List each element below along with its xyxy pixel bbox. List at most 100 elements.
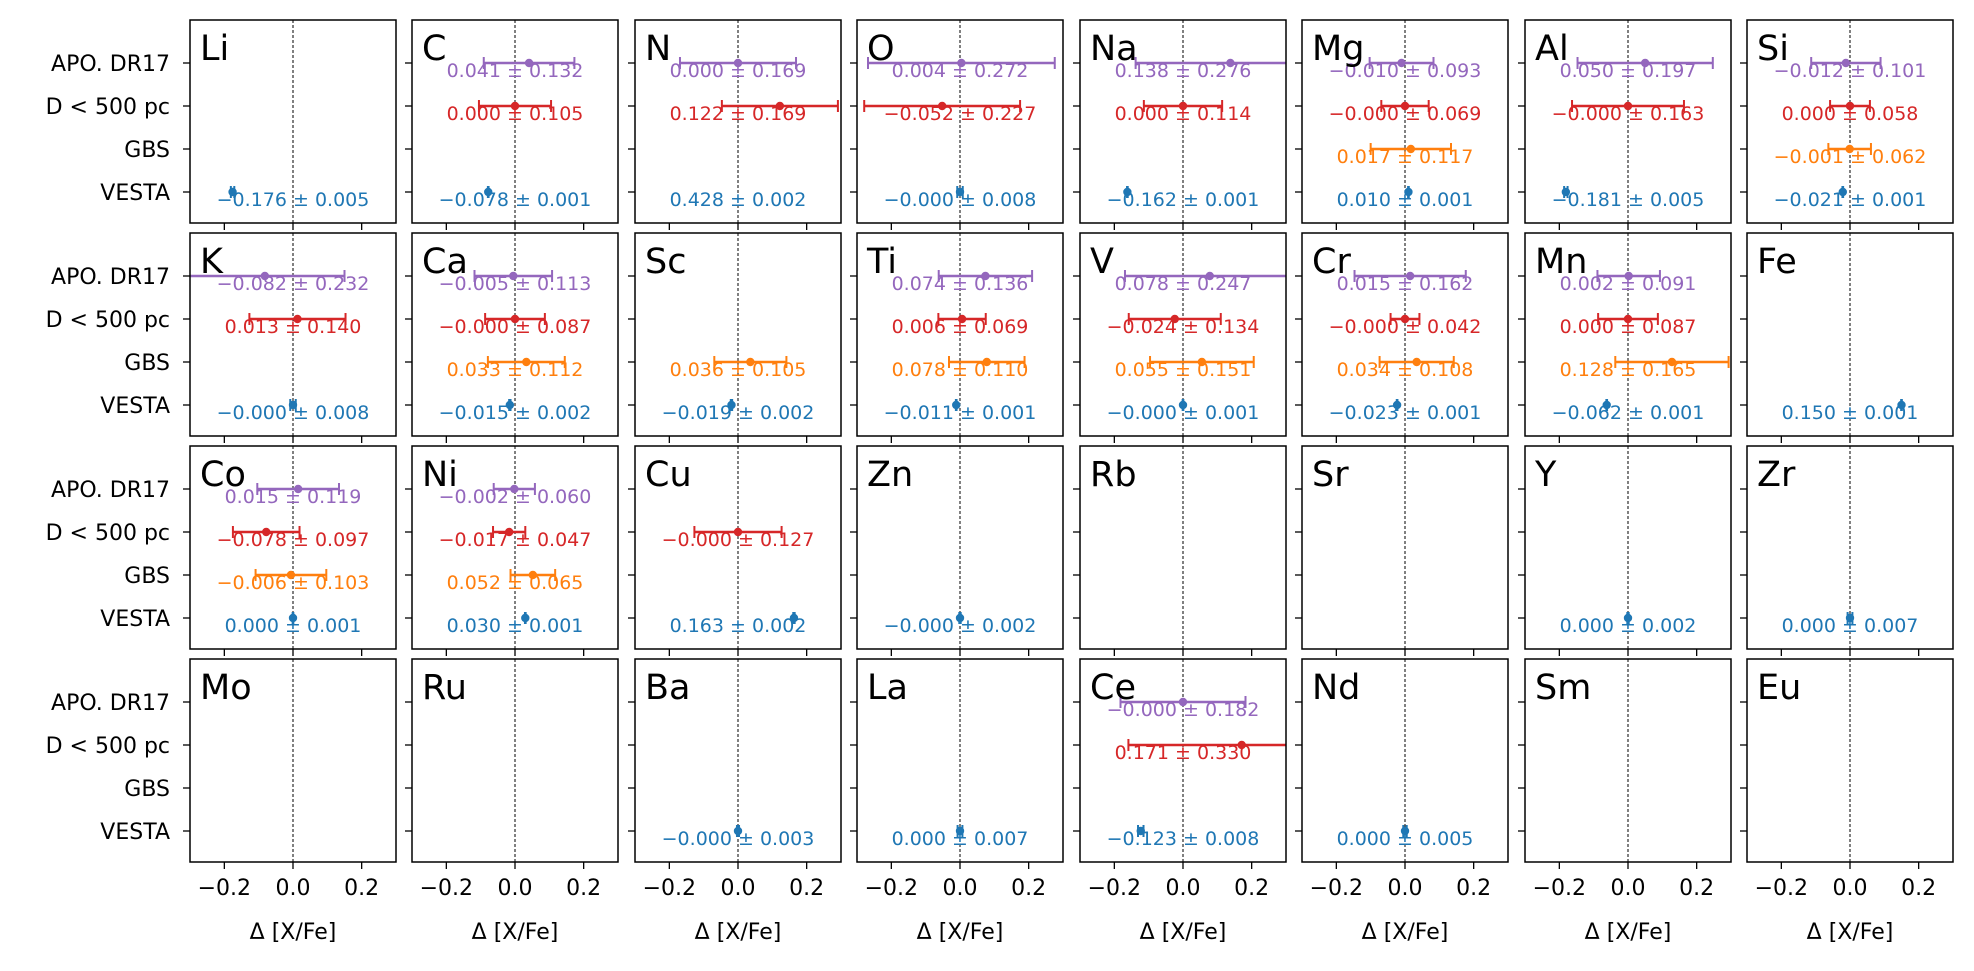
marker [1623, 314, 1633, 324]
x-tick-label: −0.2 [1755, 876, 1808, 901]
value-label: 0.138 ± 0.276 [1115, 60, 1252, 82]
marker [1178, 697, 1188, 707]
element-label: Sr [1312, 455, 1349, 495]
data-point-d-500-pc: 0.000 ± 0.114 [1115, 100, 1251, 125]
value-label: −0.017 ± 0.047 [439, 529, 592, 551]
row-label: APO. DR17 [51, 265, 170, 290]
data-point-vesta: −0.162 ± 0.001 [1107, 186, 1259, 211]
marker [288, 613, 298, 623]
marker [509, 271, 518, 281]
x-axis-label: Δ [X/Fe] [1140, 920, 1227, 945]
data-point-vesta: −0.000 ± 0.002 [884, 612, 1036, 637]
value-label: 0.078 ± 0.110 [892, 359, 1029, 381]
row-label: GBS [124, 138, 170, 163]
marker [955, 613, 965, 623]
data-point-vesta: −0.015 ± 0.002 [439, 399, 592, 424]
panel-mo: Mo −0.2 0.0 0.2 Δ [X/Fe] APO. DR17 D < 500 pc G… [46, 658, 397, 945]
marker [1136, 826, 1145, 836]
panel-si: −0.012 ± 0.101 0.000 ± 0.058 −0.001 ± 0.06… [1740, 19, 1954, 230]
data-point-apo-dr17: −0.000 ± 0.182 [1107, 696, 1259, 721]
data-point-apo-dr17: 0.041 ± 0.132 [447, 57, 583, 82]
x-axis-label: Δ [X/Fe] [695, 920, 782, 945]
value-label: −0.052 ± 0.227 [884, 103, 1037, 125]
panel-co: 0.015 ± 0.119 −0.078 ± 0.097 −0.006 ± 0.10… [46, 445, 397, 656]
panel-ru: Ru −0.2 0.0 0.2 Δ [X/Fe] [405, 658, 619, 945]
element-label: Y [1534, 455, 1557, 495]
data-point-vesta: 0.150 ± 0.001 [1782, 399, 1918, 424]
data-point-gbs: −0.006 ± 0.103 [217, 569, 369, 594]
panel-ni: −0.002 ± 0.060 −0.017 ± 0.047 0.052 ± 0.06… [405, 445, 619, 656]
marker [1667, 357, 1677, 367]
value-label: −0.000 ± 0.087 [439, 316, 592, 338]
data-point-d-500-pc: −0.052 ± 0.227 [863, 100, 1037, 125]
value-label: 0.050 ± 0.197 [1560, 60, 1697, 82]
row-label: APO. DR17 [51, 478, 170, 503]
element-label: Zr [1757, 455, 1796, 495]
value-label: 0.000 ± 0.105 [447, 103, 584, 125]
data-point-vesta: −0.000 ± 0.008 [884, 186, 1036, 211]
value-label: 0.002 ± 0.091 [1560, 273, 1697, 295]
panel-li: −0.176 ± 0.005 Li APO. DR17 D < 500 pc GBS VE… [46, 19, 397, 230]
data-point-apo-dr17: 0.050 ± 0.197 [1560, 57, 1714, 82]
marker [937, 101, 947, 111]
data-point-d-500-pc: 0.171 ± 0.330 [1115, 739, 1286, 764]
value-label: −0.000 ± 0.008 [217, 402, 370, 424]
value-label: 0.000 ± 0.005 [1337, 828, 1474, 850]
row-label: D < 500 pc [46, 734, 170, 759]
row-label: GBS [124, 351, 170, 376]
x-tick-label: −0.2 [198, 876, 251, 901]
value-label: 0.000 ± 0.058 [1782, 103, 1919, 125]
value-label: 0.000 ± 0.002 [1560, 615, 1697, 637]
value-label: 0.017 ± 0.117 [1337, 146, 1474, 168]
panel-mn: 0.002 ± 0.091 0.000 ± 0.087 0.128 ± 0.165 −… [1518, 232, 1732, 443]
x-tick-label: 0.2 [1234, 876, 1269, 901]
data-point-gbs: 0.078 ± 0.110 [892, 356, 1029, 381]
element-label: Nd [1312, 668, 1360, 708]
data-point-apo-dr17: 0.000 ± 0.169 [670, 57, 806, 82]
value-label: 0.034 ± 0.108 [1337, 359, 1474, 381]
row-label: VESTA [100, 394, 170, 419]
data-point-apo-dr17: 0.002 ± 0.091 [1560, 270, 1697, 295]
marker [293, 314, 302, 324]
row-label: VESTA [100, 607, 170, 632]
marker [1400, 826, 1410, 836]
value-label: −0.015 ± 0.002 [439, 402, 592, 424]
element-label: Ni [422, 455, 458, 495]
x-tick-label: 0.0 [721, 876, 756, 901]
x-tick-label: −0.2 [420, 876, 473, 901]
marker [1845, 144, 1854, 154]
value-label: 0.033 ± 0.112 [447, 359, 584, 381]
element-label: Al [1535, 29, 1569, 69]
marker [260, 271, 270, 281]
element-label: O [867, 29, 895, 69]
x-tick-label: 0.2 [1011, 876, 1046, 901]
x-axis-label: Δ [X/Fe] [1362, 920, 1449, 945]
value-label: 0.006 ± 0.069 [892, 316, 1029, 338]
value-label: 0.036 ± 0.105 [670, 359, 807, 381]
marker [1397, 58, 1406, 68]
data-point-d-500-pc: −0.000 ± 0.087 [439, 313, 592, 338]
marker [1845, 613, 1855, 623]
row-label: APO. DR17 [51, 691, 170, 716]
data-point-vesta: −0.021 ± 0.001 [1774, 186, 1926, 211]
marker [746, 357, 755, 367]
element-label: Ru [422, 668, 467, 708]
value-label: 0.171 ± 0.330 [1115, 742, 1252, 764]
panel-k: −0.082 ± 0.232 0.013 ± 0.140 −0.000 ± 0.00… [46, 232, 397, 443]
x-tick-label: 0.2 [789, 876, 824, 901]
data-point-gbs: 0.052 ± 0.065 [447, 569, 583, 594]
marker [1205, 271, 1214, 281]
data-point-vesta: 0.000 ± 0.002 [1560, 612, 1697, 637]
marker [1561, 187, 1571, 197]
element-label: Ca [422, 242, 468, 282]
row-label: APO. DR17 [51, 52, 170, 77]
value-label: −0.176 ± 0.005 [217, 189, 370, 211]
panel-fe: 0.150 ± 0.001 Fe [1740, 232, 1954, 443]
marker [1623, 613, 1633, 623]
element-label: Sm [1535, 668, 1591, 708]
marker [957, 58, 966, 68]
x-tick-label: 0.2 [1679, 876, 1714, 901]
data-point-apo-dr17: 0.078 ± 0.247 [1115, 270, 1286, 295]
data-point-apo-dr17: 0.004 ± 0.272 [866, 57, 1056, 82]
panel-cr: 0.015 ± 0.162 −0.000 ± 0.042 0.034 ± 0.108… [1295, 232, 1509, 443]
